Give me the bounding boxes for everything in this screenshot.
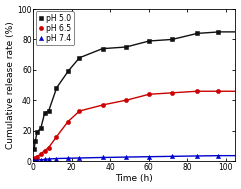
pH 7.4 bbox=[43, 158, 46, 161]
pH 7.4 bbox=[55, 157, 58, 160]
pH 5.0 bbox=[55, 87, 58, 89]
pH 7.4 bbox=[147, 156, 150, 158]
X-axis label: Time (h): Time (h) bbox=[115, 174, 153, 184]
pH 5.0 bbox=[33, 148, 36, 150]
pH 5.0 bbox=[195, 32, 198, 35]
pH 5.0 bbox=[170, 38, 173, 41]
pH 7.4 bbox=[33, 160, 36, 162]
pH 5.0 bbox=[34, 140, 37, 143]
pH 6.5 bbox=[40, 153, 42, 155]
pH 6.5 bbox=[195, 90, 198, 92]
pH 7.4 bbox=[124, 156, 127, 158]
pH 7.4 bbox=[170, 155, 173, 158]
pH 5.0 bbox=[124, 46, 127, 48]
pH 7.4 bbox=[195, 155, 198, 157]
pH 6.5 bbox=[55, 136, 58, 138]
pH 7.4 bbox=[40, 159, 42, 161]
pH 6.5 bbox=[101, 104, 104, 106]
pH 6.5 bbox=[36, 156, 39, 158]
pH 6.5 bbox=[78, 110, 81, 112]
pH 6.5 bbox=[43, 149, 46, 152]
pH 5.0 bbox=[40, 127, 42, 129]
Legend: pH 5.0, pH 6.5, pH 7.4: pH 5.0, pH 6.5, pH 7.4 bbox=[35, 11, 74, 45]
pH 6.5 bbox=[47, 146, 50, 149]
pH 7.4 bbox=[217, 155, 220, 157]
pH 5.0 bbox=[36, 131, 39, 133]
Line: pH 6.5: pH 6.5 bbox=[32, 89, 220, 162]
pH 5.0 bbox=[47, 110, 50, 112]
pH 6.5 bbox=[147, 93, 150, 95]
pH 6.5 bbox=[217, 90, 220, 92]
pH 5.0 bbox=[43, 112, 46, 114]
pH 7.4 bbox=[78, 157, 81, 159]
pH 6.5 bbox=[33, 159, 36, 161]
pH 5.0 bbox=[217, 31, 220, 33]
pH 7.4 bbox=[47, 158, 50, 160]
pH 6.5 bbox=[67, 121, 69, 123]
pH 6.5 bbox=[34, 157, 37, 159]
pH 7.4 bbox=[67, 157, 69, 159]
pH 5.0 bbox=[101, 47, 104, 50]
Y-axis label: Cumulative release rate (%): Cumulative release rate (%) bbox=[6, 21, 14, 149]
pH 7.4 bbox=[101, 156, 104, 159]
pH 5.0 bbox=[78, 57, 81, 59]
pH 5.0 bbox=[147, 40, 150, 42]
Line: pH 5.0: pH 5.0 bbox=[32, 30, 220, 151]
Line: pH 7.4: pH 7.4 bbox=[32, 153, 220, 163]
pH 5.0 bbox=[67, 70, 69, 73]
pH 6.5 bbox=[124, 99, 127, 101]
pH 7.4 bbox=[34, 159, 37, 162]
pH 7.4 bbox=[36, 159, 39, 161]
pH 6.5 bbox=[170, 92, 173, 94]
